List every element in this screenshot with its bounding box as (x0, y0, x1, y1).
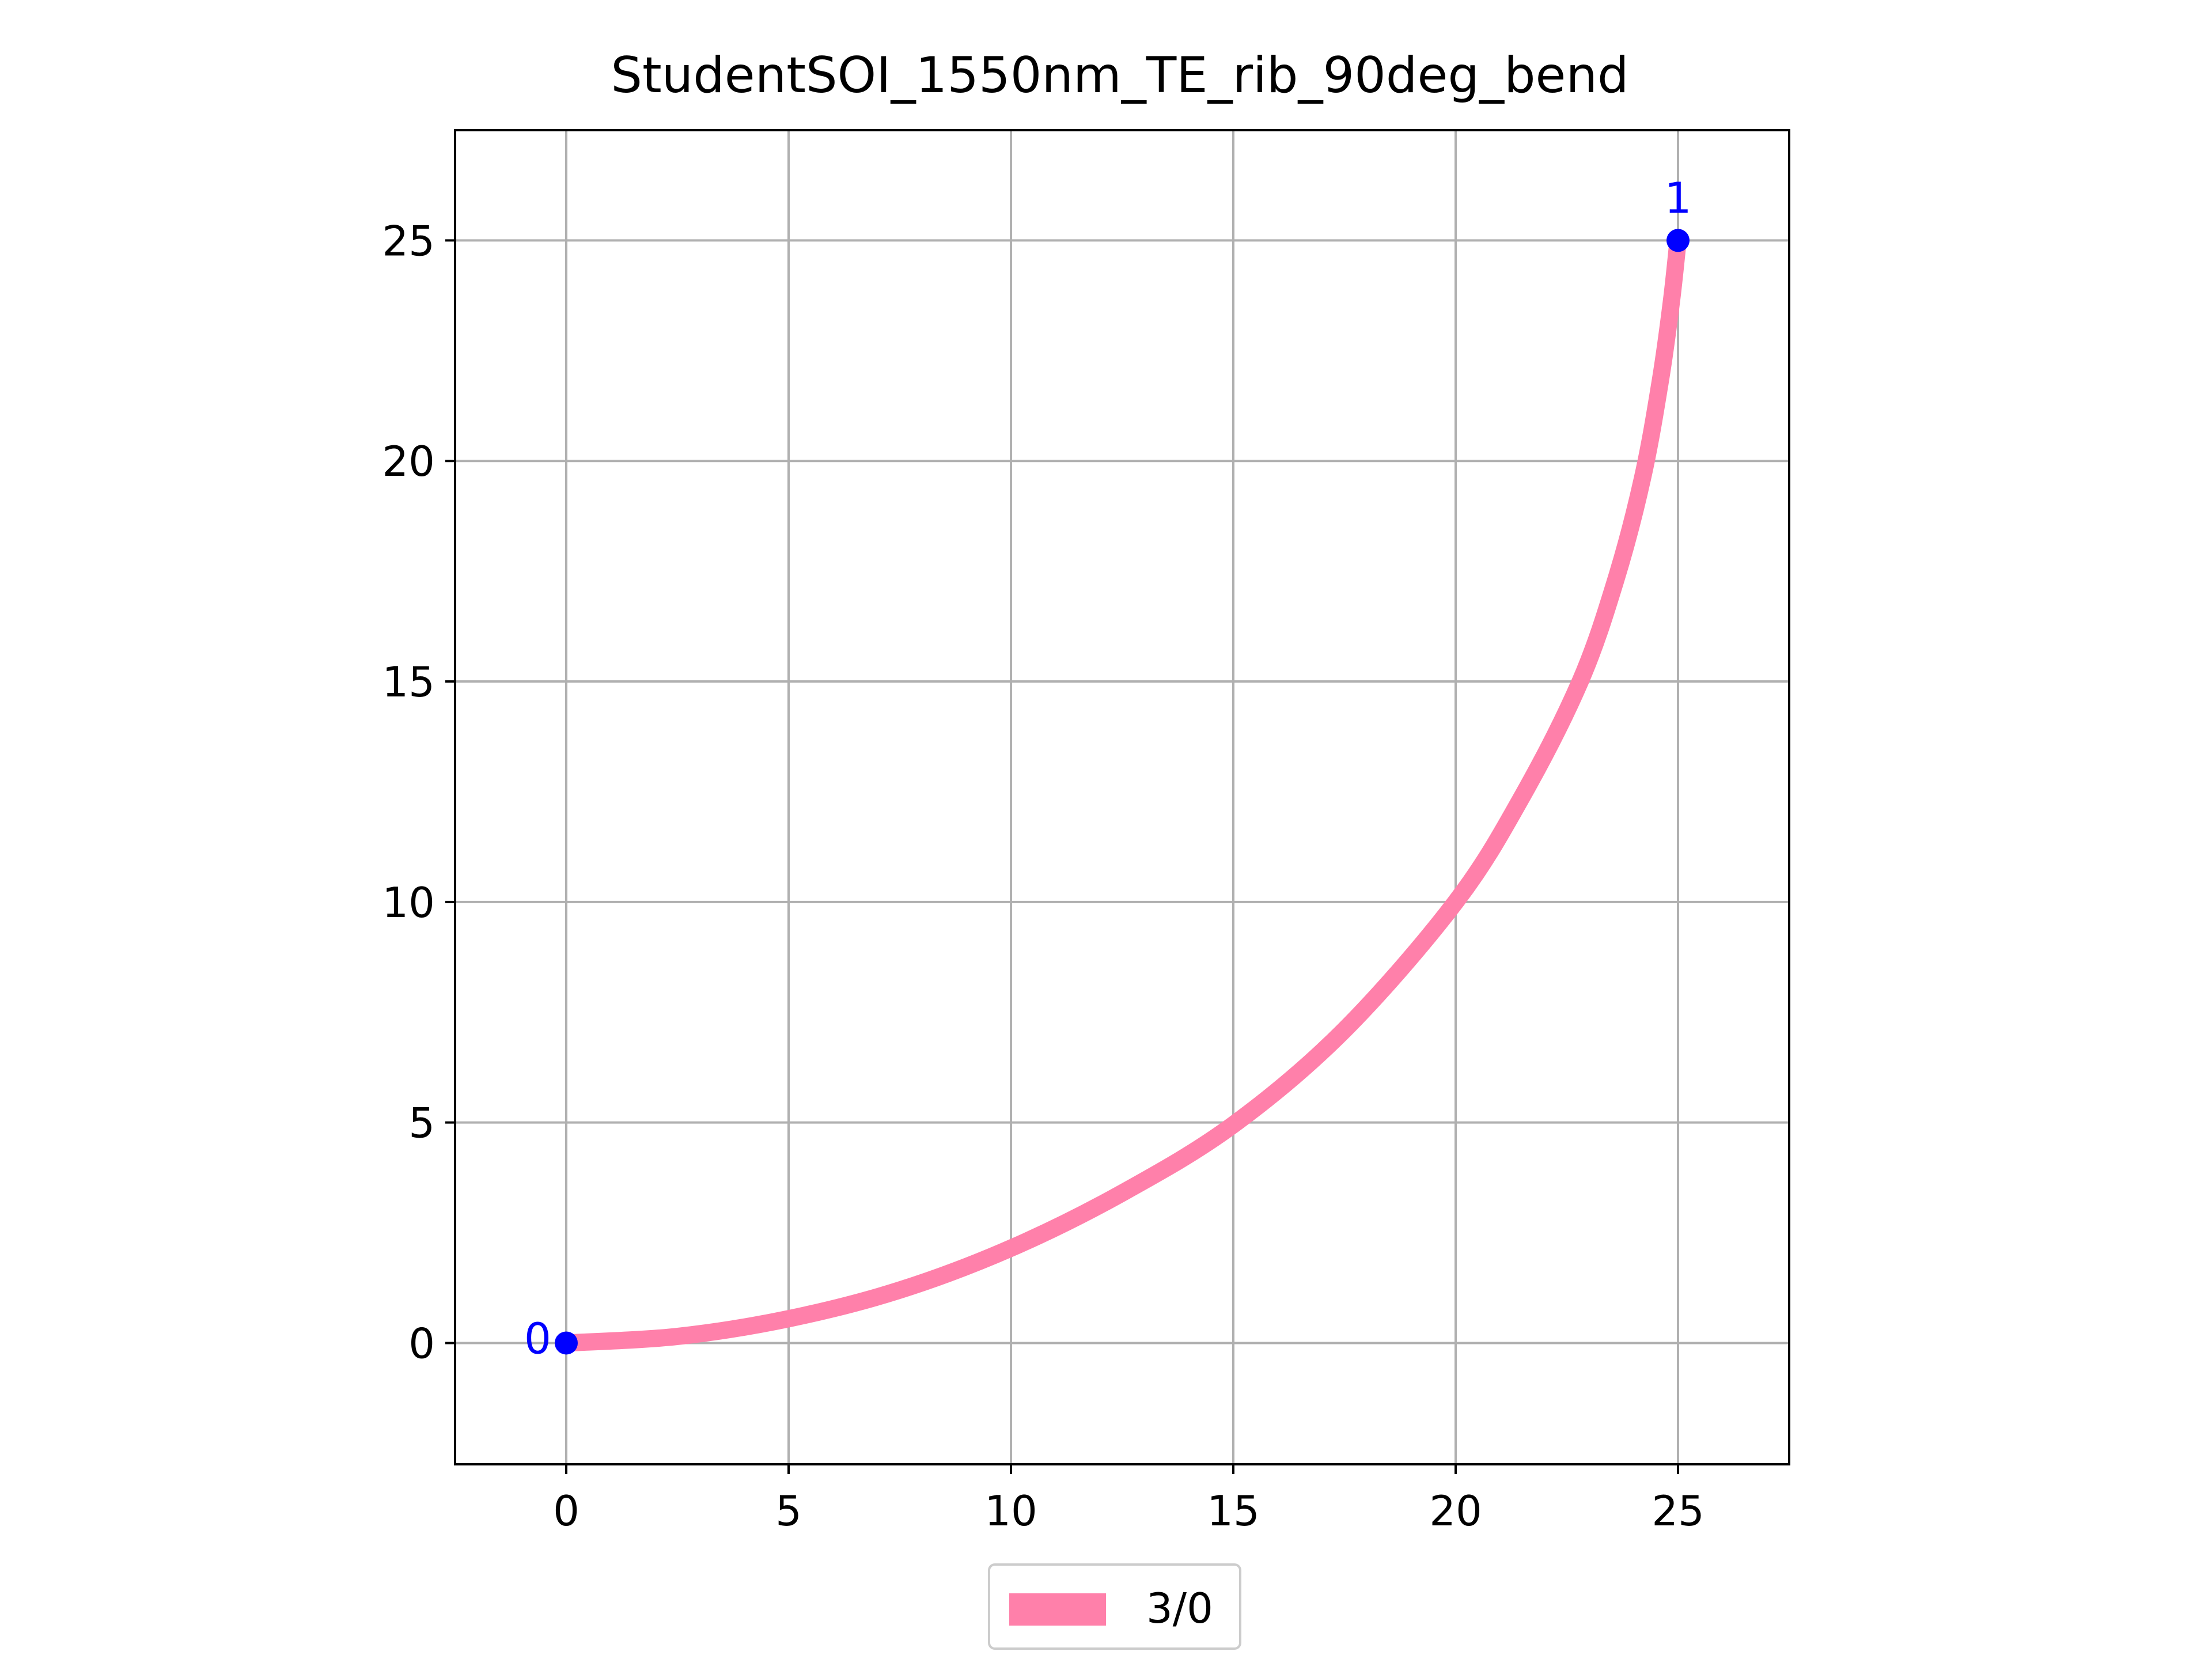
ports-layer: 01 (524, 173, 1692, 1363)
port-label: 1 (1664, 173, 1691, 223)
y-tick-label: 0 (408, 1319, 435, 1368)
y-tick-label: 25 (382, 217, 435, 265)
series-layer (566, 239, 1687, 1352)
legend-swatch (1009, 1593, 1106, 1626)
ticks: 0 5 10 15 20 25 0 5 10 15 20 25 (382, 217, 1704, 1535)
y-tick-label: 15 (382, 658, 435, 706)
x-tick-label: 0 (553, 1487, 579, 1535)
legend-entry-label: 3/0 (1146, 1584, 1213, 1633)
x-tick-label: 5 (775, 1487, 802, 1535)
y-tick-label: 5 (408, 1099, 435, 1147)
port-label: 0 (524, 1314, 551, 1363)
x-tick-label: 10 (984, 1487, 1037, 1535)
legend: 3/0 (988, 1563, 1241, 1650)
x-tick-label: 15 (1207, 1487, 1260, 1535)
x-tick-label: 25 (1652, 1487, 1705, 1535)
series-line (566, 239, 1687, 1352)
chart-title: StudentSOI_1550nm_TE_rib_90deg_bend (611, 47, 1628, 104)
legend-box (988, 1563, 1241, 1650)
port-marker (1666, 229, 1690, 252)
y-tick-label: 20 (382, 437, 435, 486)
axes-frame (454, 129, 1790, 1465)
port-marker (555, 1331, 578, 1355)
y-tick-label: 10 (382, 878, 435, 927)
x-tick-label: 20 (1429, 1487, 1482, 1535)
grid (455, 130, 1789, 1464)
